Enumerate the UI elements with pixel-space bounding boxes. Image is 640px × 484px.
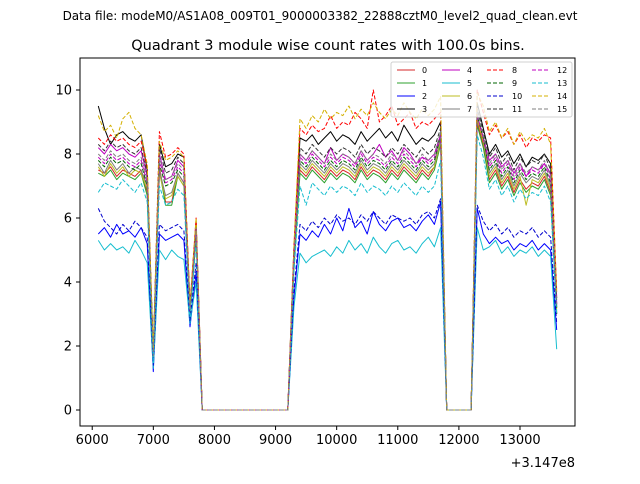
x-tick-label: 6000 [76, 433, 109, 448]
series-line-13 [97, 134, 558, 411]
legend-label-14: 14 [557, 92, 567, 101]
series-line-1 [98, 124, 558, 411]
x-tick-label: 7000 [137, 433, 170, 448]
legend-label-15: 15 [557, 105, 567, 114]
x-tick-label: 13000 [499, 433, 540, 448]
legend-label-4: 4 [467, 66, 472, 75]
legend-label-13: 13 [557, 79, 567, 88]
x-tick-label: 11000 [377, 433, 418, 448]
y-tick-label: 6 [64, 212, 72, 227]
series-line-15 [97, 111, 558, 411]
y-tick-label: 2 [64, 340, 72, 355]
x-offset-label: +3.147e8 [511, 456, 575, 471]
series-line-11 [97, 108, 558, 411]
datafile-header: Data file: modeM0/AS1A08_009T01_90000033… [63, 9, 578, 23]
chart-title: Quadrant 3 module wise count rates with … [131, 38, 525, 54]
series-line-2 [97, 201, 558, 411]
x-tick-label: 10000 [316, 433, 357, 448]
y-tick-label: 0 [64, 404, 72, 419]
legend-label-10: 10 [512, 92, 522, 101]
series-line-5 [97, 227, 558, 411]
axes-frame [79, 57, 576, 427]
legend-label-0: 0 [422, 66, 427, 75]
x-tick-label: 9000 [259, 433, 292, 448]
y-tick-label: 4 [64, 276, 72, 291]
legend-label-5: 5 [467, 79, 472, 88]
series-line-10 [97, 198, 558, 411]
x-tick-label: 12000 [438, 433, 479, 448]
legend-label-2: 2 [422, 92, 427, 101]
legend-label-9: 9 [512, 79, 517, 88]
series-line-9 [97, 115, 558, 411]
legend-label-3: 3 [422, 105, 427, 114]
y-tick-label: 8 [64, 148, 72, 163]
legend-label-11: 11 [512, 105, 522, 114]
legend-label-6: 6 [467, 92, 472, 101]
legend-label-7: 7 [467, 105, 472, 114]
x-tick-label: 8000 [198, 433, 231, 448]
legend-label-1: 1 [422, 79, 427, 88]
series-line-12 [97, 115, 558, 411]
y-tick-label: 10 [55, 84, 72, 99]
series-line-6 [97, 118, 558, 411]
legend-label-8: 8 [512, 66, 517, 75]
legend-label-12: 12 [557, 66, 567, 75]
plot-area: 6000 7000 8000 9000 10000 11000 12000 13000 0 2 4 6… [55, 57, 576, 448]
legend-box [390, 61, 573, 118]
